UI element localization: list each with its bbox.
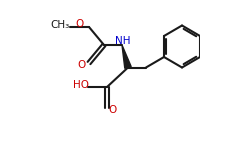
Text: O: O — [75, 19, 84, 29]
Text: HO: HO — [73, 80, 89, 90]
Text: O: O — [78, 60, 86, 70]
Polygon shape — [122, 45, 131, 68]
Text: CH₃: CH₃ — [50, 20, 70, 30]
Text: NH: NH — [115, 36, 131, 46]
Text: O: O — [108, 105, 116, 115]
